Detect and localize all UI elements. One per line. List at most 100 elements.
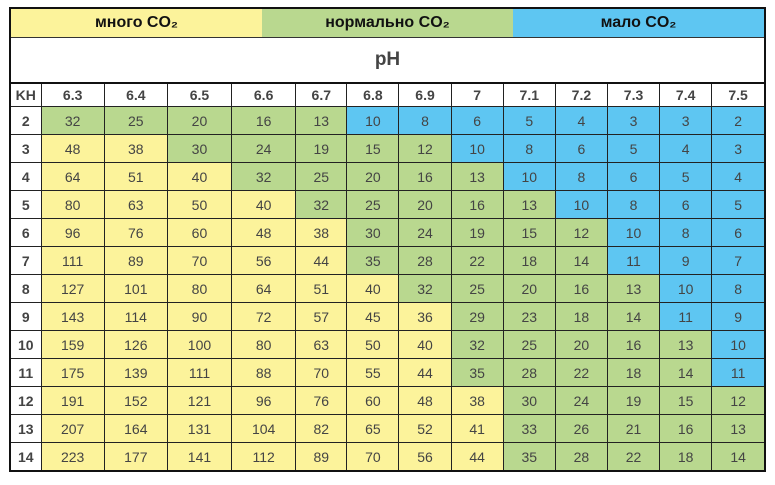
ph-header-cell: 7.1	[502, 84, 556, 107]
co2-cell: 8	[606, 190, 661, 219]
co2-cell: 30	[502, 386, 556, 415]
co2-cell: 13	[606, 274, 661, 303]
co2-cell: 12	[554, 218, 608, 247]
co2-cell: 6	[659, 190, 713, 219]
co2-cell: 143	[40, 302, 105, 331]
co2-cell: 8	[554, 162, 608, 191]
kh-cell: 11	[11, 358, 42, 387]
co2-cell: 5	[606, 134, 661, 163]
co2-cell: 8	[711, 274, 764, 303]
table-row: 4 64 51 40 32 25 20 16 13 10 8 6 5 4	[11, 162, 764, 191]
co2-cell: 30	[166, 134, 233, 163]
co2-cell: 40	[398, 330, 452, 359]
co2-cell: 177	[103, 442, 168, 470]
co2-cell: 126	[103, 330, 168, 359]
table-row: 10 159 126 100 80 63 50 40 32 25 20 16 13 10	[11, 330, 764, 359]
co2-cell: 10	[711, 330, 764, 359]
co2-cell: 16	[659, 414, 713, 443]
co2-legend-bands: много CO₂ нормально CO₂ мало CO₂	[11, 9, 764, 38]
co2-cell: 10	[606, 218, 661, 247]
co2-cell: 22	[450, 246, 504, 275]
co2-cell: 14	[711, 442, 764, 470]
co2-cell: 70	[166, 246, 233, 275]
co2-cell: 114	[103, 302, 168, 331]
co2-cell: 13	[711, 414, 764, 443]
kh-cell: 8	[11, 274, 42, 303]
co2-cell: 13	[502, 190, 556, 219]
table-row: 3 48 38 30 24 19 15 12 10 8 6 5 4 3	[11, 134, 764, 163]
band-high-co2: много CO₂	[11, 9, 262, 37]
co2-cell: 5	[659, 162, 713, 191]
co2-cell: 65	[346, 414, 400, 443]
co2-cell: 9	[711, 302, 764, 331]
co2-cell: 20	[346, 162, 400, 191]
co2-cell: 7	[711, 246, 764, 275]
co2-cell: 131	[166, 414, 233, 443]
co2-cell: 60	[346, 386, 400, 415]
co2-cell: 16	[398, 162, 452, 191]
co2-cell: 100	[166, 330, 233, 359]
co2-cell: 25	[502, 330, 556, 359]
co2-cell: 20	[166, 106, 233, 135]
co2-cell: 38	[450, 386, 504, 415]
co2-cell: 19	[606, 386, 661, 415]
co2-cell: 4	[659, 134, 713, 163]
kh-cell: 4	[11, 162, 42, 191]
co2-cell: 45	[346, 302, 400, 331]
co2-cell: 56	[231, 246, 297, 275]
table-row: 13 207 164 131 104 82 65 52 41 33 26 21 16 13	[11, 414, 764, 443]
co2-cell: 57	[295, 302, 348, 331]
co2-cell: 111	[166, 358, 233, 387]
co2-cell: 89	[103, 246, 168, 275]
co2-cell: 16	[606, 330, 661, 359]
co2-cell: 18	[502, 246, 556, 275]
co2-cell: 10	[450, 134, 504, 163]
co2-cell: 13	[295, 106, 348, 135]
co2-cell: 20	[398, 190, 452, 219]
co2-cell: 25	[103, 106, 168, 135]
co2-cell: 48	[398, 386, 452, 415]
co2-cell: 19	[295, 134, 348, 163]
co2-cell: 20	[554, 330, 608, 359]
co2-cell: 40	[166, 162, 233, 191]
co2-cell: 70	[346, 442, 400, 470]
co2-cell: 28	[398, 246, 452, 275]
table-row: 14 223 177 141 112 89 70 56 44 35 28 22 18 14	[11, 442, 764, 470]
co2-cell: 207	[40, 414, 105, 443]
co2-cell: 6	[554, 134, 608, 163]
co2-cell: 12	[398, 134, 452, 163]
co2-cell: 96	[40, 218, 105, 247]
ph-header-cell: 6.8	[346, 84, 400, 107]
co2-cell: 175	[40, 358, 105, 387]
co2-cell: 16	[450, 190, 504, 219]
co2-cell: 76	[295, 386, 348, 415]
co2-cell: 44	[398, 358, 452, 387]
co2-cell: 11	[606, 246, 661, 275]
table-row: 2 32 25 20 16 13 10 8 6 5 4 3 3 2	[11, 106, 764, 135]
co2-table-container: много CO₂ нормально CO₂ мало CO₂ pH KH 6…	[9, 7, 766, 472]
co2-cell: 88	[231, 358, 297, 387]
co2-cell: 41	[450, 414, 504, 443]
kh-cell: 9	[11, 302, 42, 331]
co2-cell: 223	[40, 442, 105, 470]
co2-cell: 3	[711, 134, 764, 163]
co2-cell: 11	[711, 358, 764, 387]
co2-cell: 18	[554, 302, 608, 331]
co2-cell: 4	[554, 106, 608, 135]
co2-cell: 38	[103, 134, 168, 163]
table-row: 6 96 76 60 48 38 30 24 19 15 12 10 8 6	[11, 218, 764, 247]
kh-cell: 2	[11, 106, 42, 135]
co2-cell: 14	[659, 358, 713, 387]
co2-cell: 5	[711, 190, 764, 219]
co2-cell: 38	[295, 218, 348, 247]
ph-header-cell: 7.2	[554, 84, 608, 107]
co2-cell: 6	[450, 106, 504, 135]
co2-cell: 40	[231, 190, 297, 219]
band-normal-co2: нормально CO₂	[262, 9, 513, 37]
co2-cell: 56	[398, 442, 452, 470]
co2-cell: 36	[398, 302, 452, 331]
co2-cell: 14	[554, 246, 608, 275]
co2-cell: 2	[711, 106, 764, 135]
co2-cell: 25	[295, 162, 348, 191]
co2-cell: 8	[502, 134, 556, 163]
